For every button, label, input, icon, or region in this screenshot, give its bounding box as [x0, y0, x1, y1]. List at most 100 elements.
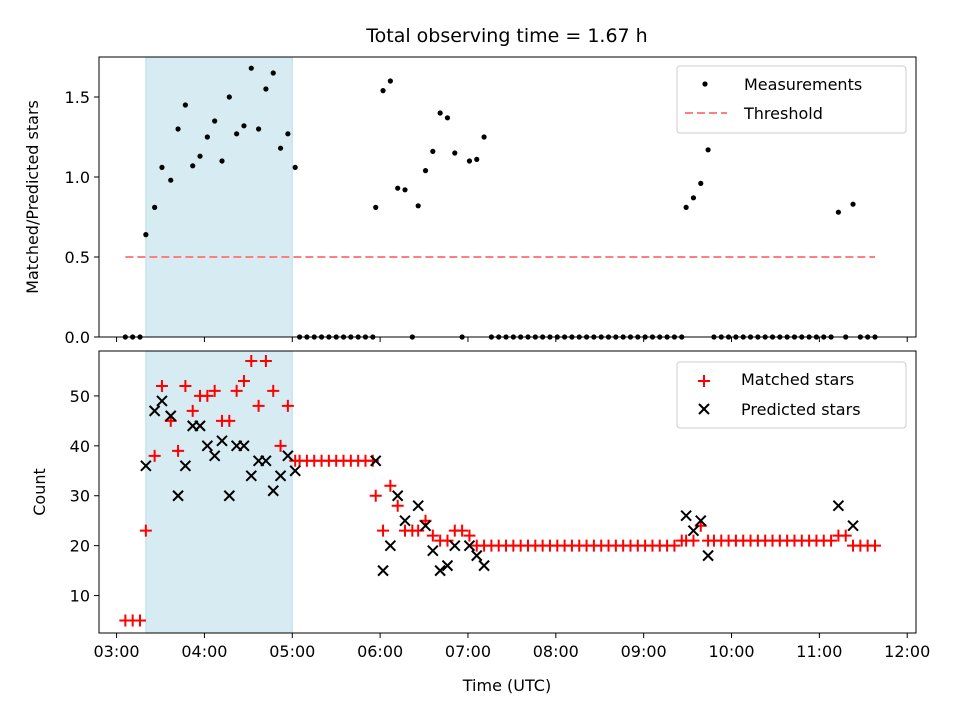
predicted-star-point — [471, 549, 483, 562]
matched-stars-points — [119, 354, 882, 627]
x-tick-label: 05:00 — [269, 642, 315, 661]
predicted-star-point — [238, 440, 250, 452]
predicted-star-point — [194, 420, 206, 432]
top-legend-box — [676, 65, 907, 134]
x-tick-label: 04:00 — [181, 642, 227, 661]
legend-measurements-label: Measurements — [744, 75, 862, 94]
y-tick-label: 0.5 — [65, 248, 90, 267]
matched-star-point — [869, 539, 882, 552]
matched-star-point — [274, 439, 287, 452]
x-tick-label: 11:00 — [796, 642, 842, 661]
predicted-star-point — [419, 519, 432, 532]
predicted-star-point — [289, 465, 301, 477]
bottom-y-axis-label: Count — [30, 468, 49, 516]
measurement-point — [395, 185, 401, 191]
measurement-point — [182, 102, 188, 108]
matched-star-point — [259, 354, 272, 367]
measurement-point — [168, 177, 174, 183]
predicted-star-point — [148, 405, 161, 417]
measurement-point — [444, 115, 451, 121]
predicted-star-point — [434, 564, 446, 577]
measurement-point — [159, 164, 165, 170]
bottom-legend: Matched stars Predicted stars — [676, 361, 907, 429]
bottom-panel: 03:00 04:00 05:00 06:00 07:00 08:00 09:00 10:00… — [30, 350, 930, 695]
matched-star-point — [668, 539, 681, 552]
x-tick-label: 07:00 — [445, 642, 491, 661]
measurement-point — [152, 204, 158, 210]
legend-predicted-marker — [698, 403, 710, 415]
predicted-star-point — [680, 510, 692, 522]
measurement-point — [380, 88, 386, 94]
predicted-star-point — [391, 490, 404, 502]
measurement-point — [143, 232, 149, 238]
measurement-point — [248, 65, 254, 71]
measurement-point — [835, 209, 841, 215]
predicted-star-point — [427, 544, 439, 557]
matched-star-point — [172, 444, 185, 457]
matched-star-point — [201, 389, 214, 402]
measurement-point — [422, 168, 429, 174]
matched-star-point — [281, 399, 294, 412]
measurement-point — [263, 86, 269, 92]
top-panel: Total observing time = 1.67 h 0.0 0.5 1.0 1… — [23, 25, 917, 347]
matched-star-point — [412, 524, 425, 537]
predicted-star-point — [847, 519, 859, 532]
predicted-star-point — [223, 490, 236, 502]
matched-star-point — [186, 404, 199, 417]
predicted-star-point — [377, 564, 389, 577]
predicted-star-point — [179, 460, 192, 472]
matched-star-point — [839, 529, 852, 542]
measurement-point — [175, 126, 181, 132]
measurement-point — [212, 118, 218, 124]
predicted-star-point — [478, 559, 490, 572]
predicted-star-point — [412, 500, 424, 512]
y-tick-label: 40 — [70, 437, 90, 456]
bottom-x-ticks: 03:00 04:00 05:00 06:00 07:00 08:00 09:00 10:00… — [94, 633, 930, 661]
measurement-point — [850, 201, 856, 207]
predicted-star-point — [702, 549, 714, 562]
matched-star-point — [223, 414, 236, 427]
top-highlight-span — [145, 56, 293, 338]
predicted-star-point — [384, 539, 397, 552]
matched-star-point — [391, 499, 404, 512]
measurement-point — [219, 158, 225, 164]
measurement-point — [474, 156, 480, 162]
predicted-star-point — [245, 470, 257, 482]
x-tick-label: 03:00 — [94, 642, 140, 661]
measurement-point — [387, 78, 393, 84]
predicted-star-point — [172, 490, 184, 502]
bottom-y-ticks: 10 20 30 40 50 — [70, 387, 99, 606]
predicted-star-point — [140, 460, 152, 472]
matched-star-point — [179, 379, 192, 392]
legend-measurements-marker — [702, 81, 708, 87]
chart-title: Total observing time = 1.67 h — [365, 25, 647, 47]
measurement-point — [285, 131, 291, 137]
predicted-star-point — [216, 435, 228, 447]
measurement-point — [437, 110, 443, 116]
legend-predicted-label: Predicted stars — [741, 400, 861, 419]
predicted-star-point — [832, 500, 845, 512]
predicted-star-point — [399, 514, 411, 527]
measurement-point — [481, 134, 487, 140]
matched-star-point — [155, 379, 168, 392]
measurement-point — [402, 187, 408, 193]
predicted-star-point — [370, 455, 382, 467]
matched-star-point — [245, 354, 258, 367]
matched-star-point — [825, 534, 838, 547]
measurement-point — [190, 163, 196, 169]
measurement-point — [270, 70, 276, 76]
y-tick-label: 1.0 — [65, 168, 90, 187]
predicted-star-point — [208, 450, 221, 462]
predicted-star-point — [695, 514, 707, 527]
matched-star-point — [463, 529, 476, 542]
matched-star-point — [426, 529, 439, 542]
predicted-stars-points — [140, 395, 859, 577]
measurement-point — [197, 153, 203, 159]
matched-star-point — [148, 449, 161, 462]
predicted-star-point — [687, 524, 700, 537]
matched-star-point — [441, 534, 454, 547]
bottom-axes-frame — [98, 350, 917, 634]
measurement-point — [430, 148, 436, 154]
measurement-point — [204, 134, 210, 140]
